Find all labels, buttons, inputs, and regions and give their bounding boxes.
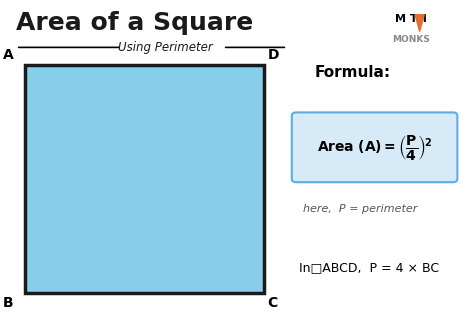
FancyBboxPatch shape <box>292 112 457 182</box>
Text: M TH: M TH <box>395 14 428 24</box>
Text: MONKS: MONKS <box>392 35 430 44</box>
Text: Formula:: Formula: <box>315 65 391 80</box>
Text: A: A <box>3 48 14 62</box>
Polygon shape <box>415 15 424 32</box>
Text: Using Perimeter: Using Perimeter <box>118 41 213 54</box>
Text: Area of a Square: Area of a Square <box>16 11 253 35</box>
Text: $\mathbf{Area\ (A) = \left(\dfrac{P}{4}\right)^{\!2}}$: $\mathbf{Area\ (A) = \left(\dfrac{P}{4}\… <box>317 133 432 162</box>
Text: D: D <box>268 48 279 62</box>
Text: here,  P = perimeter: here, P = perimeter <box>303 204 418 214</box>
Text: B: B <box>3 296 14 310</box>
Text: In□ABCD,  P = 4 × BC: In□ABCD, P = 4 × BC <box>299 261 439 275</box>
FancyBboxPatch shape <box>25 65 264 293</box>
Text: C: C <box>268 296 278 310</box>
